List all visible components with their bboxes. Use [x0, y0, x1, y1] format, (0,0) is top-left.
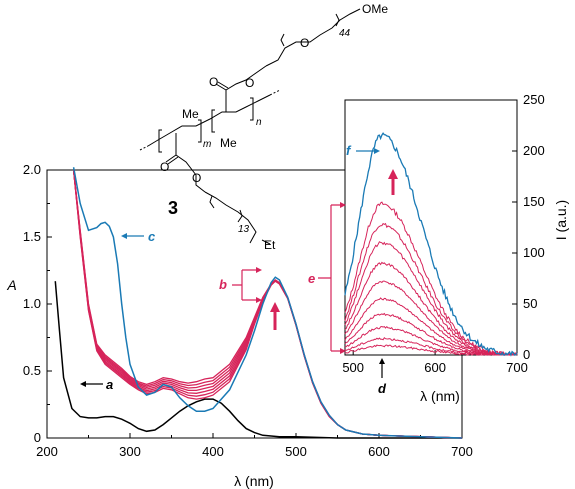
- inset-x-axis-title: λ (nm): [420, 388, 460, 404]
- inset-y-tick-label: 250: [523, 92, 545, 107]
- series-c-line: [72, 167, 463, 439]
- label-e: e: [308, 271, 315, 286]
- inset-y-tick-label: 200: [523, 143, 545, 158]
- alkyl-bracket: [209, 195, 243, 223]
- arrow-a-head: [80, 381, 86, 387]
- inset-y-tick-label: 150: [523, 194, 545, 209]
- chem-me-b: Me: [220, 136, 237, 150]
- alkyl-end: [261, 239, 271, 245]
- inset-series-e-line: [344, 280, 518, 356]
- chem-sub-m: m: [203, 139, 211, 150]
- backbone-dash-left: [139, 145, 149, 151]
- chem-o2: O: [209, 75, 218, 89]
- inset-y-tick-label: 100: [523, 245, 545, 260]
- main-x-axis-title: λ (nm): [234, 473, 274, 489]
- main-series-group: [54, 167, 463, 439]
- backbone-dash-right: [269, 89, 281, 96]
- main-x-tick-label: 300: [119, 444, 141, 459]
- label-a: a: [106, 377, 113, 392]
- bracket-n-left: [211, 109, 215, 133]
- polymer-backbone: [147, 94, 271, 147]
- inset-plot-frame: [344, 99, 518, 356]
- main-y-axis-title: A: [6, 277, 16, 293]
- chem-sub-n: n: [256, 117, 262, 128]
- chemical-structure: [139, 8, 361, 245]
- bracket-m-right: [198, 119, 202, 143]
- ester-lower-bonds: [175, 133, 206, 193]
- compound-number: 3: [168, 198, 178, 218]
- label-b: b: [219, 277, 227, 292]
- bracket-e-head-top: [340, 202, 346, 208]
- inset-series-e-line: [344, 336, 518, 356]
- inset-series-e-line: [344, 344, 518, 356]
- main-y-tick-label: 0.5: [23, 363, 41, 378]
- bracket-e-head-bottom: [340, 348, 346, 354]
- alkyl-chain: [204, 191, 257, 244]
- chemical-labels: OMe 44 O O O Me Me m n O O 13 Et 3: [160, 2, 388, 252]
- inset-up-arrow-head: [388, 169, 398, 179]
- inset-y-axis-title: I (a.u.): [553, 200, 569, 240]
- arrow-d-head: [379, 358, 385, 364]
- ester-upper-bonds: [225, 65, 267, 112]
- ester-lower-double: [165, 154, 179, 165]
- main-x-tick-label: 200: [36, 444, 58, 459]
- bracket-m-left: [158, 129, 162, 153]
- main-y-tick-label: 1.5: [23, 229, 41, 244]
- bracket-b-head-top: [256, 267, 262, 273]
- inset-x-tick-label: 600: [424, 360, 446, 375]
- chem-o4: O: [160, 160, 169, 174]
- chem-o1: O: [300, 36, 309, 50]
- arrow-c-head: [121, 233, 127, 239]
- main-y-tick-label: 2.0: [23, 162, 41, 177]
- main-up-arrow-head: [270, 302, 280, 312]
- arrow-f-head: [374, 148, 380, 154]
- main-y-tick-label: 0: [34, 430, 41, 445]
- peg-chain: [265, 8, 361, 67]
- main-x-tick-label: 600: [368, 444, 390, 459]
- chem-o5: O: [192, 171, 201, 185]
- inset-y-tick-label: 0: [523, 347, 530, 362]
- main-x-tick-label: 500: [285, 444, 307, 459]
- chem-alkyl-repeat: 13: [238, 224, 250, 235]
- label-d: d: [378, 381, 387, 396]
- bracket-b-head-bottom: [256, 297, 262, 303]
- inset-x-tick-label: 700: [506, 360, 528, 375]
- inset-y-tick-label: 50: [523, 296, 537, 311]
- series-a-line: [54, 281, 462, 439]
- label-c: c: [148, 229, 156, 244]
- inset-series-f-line: [344, 132, 518, 357]
- main-x-tick-label: 400: [202, 444, 224, 459]
- chem-ome: OMe: [362, 2, 388, 16]
- chem-me-a: Me: [182, 107, 199, 121]
- label-f: f: [346, 143, 352, 158]
- bracket-e: [318, 204, 342, 352]
- inset-series-group: [344, 132, 518, 357]
- chem-o3: O: [245, 76, 254, 90]
- bracket-b: [232, 269, 258, 301]
- main-axis-ticks: 200 300 400 500 600 700 0 0.5 1.0 1.5 2.0: [23, 162, 473, 459]
- ester-upper-double: [215, 81, 229, 91]
- chem-et: Et: [264, 238, 276, 252]
- annotations: a c b e f d: [80, 143, 398, 396]
- main-chart: 200 300 400 500 600 700 0 0.5 1.0 1.5 2.0 λ (nm) A: [6, 162, 473, 489]
- chem-peg-repeat: 44: [339, 28, 351, 39]
- inset-x-tick-label: 500: [342, 360, 364, 375]
- main-x-tick-label: 700: [451, 444, 473, 459]
- main-y-tick-label: 1.0: [23, 296, 41, 311]
- bracket-n-right: [250, 97, 254, 121]
- peg-bracket: [280, 13, 340, 47]
